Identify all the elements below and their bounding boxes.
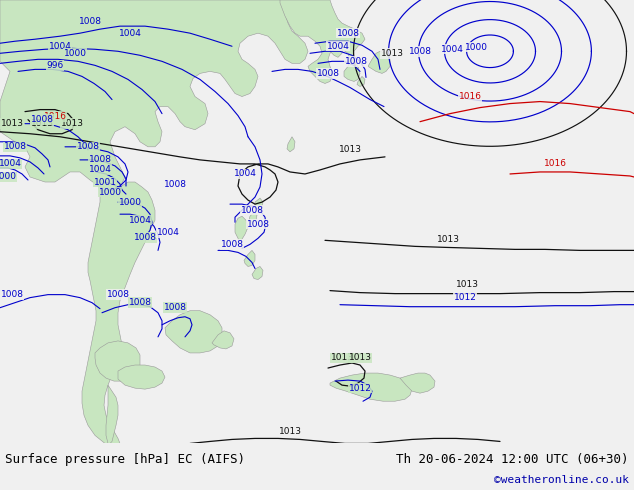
Text: 1008: 1008 (1, 290, 23, 299)
Polygon shape (400, 373, 435, 393)
Text: 1004: 1004 (0, 159, 22, 169)
Polygon shape (212, 331, 234, 349)
Text: 1013: 1013 (380, 49, 403, 58)
Text: 1008: 1008 (164, 303, 186, 312)
Text: 1008: 1008 (221, 240, 243, 249)
Text: 1008: 1008 (30, 115, 53, 124)
Text: 1008: 1008 (316, 69, 339, 78)
Text: Surface pressure [hPa] EC (AIFS): Surface pressure [hPa] EC (AIFS) (5, 453, 245, 466)
Text: 1008: 1008 (107, 290, 129, 299)
Text: 1016: 1016 (44, 112, 67, 121)
Text: 1008: 1008 (164, 179, 186, 189)
Text: 1008: 1008 (337, 29, 359, 38)
Text: 1016: 1016 (458, 92, 481, 101)
Polygon shape (255, 198, 263, 209)
Polygon shape (330, 41, 343, 57)
Polygon shape (368, 51, 390, 74)
Text: 1013: 1013 (278, 427, 302, 436)
Text: 1013: 1013 (1, 119, 23, 128)
Text: 1012: 1012 (453, 293, 476, 302)
Polygon shape (0, 0, 308, 190)
Polygon shape (82, 182, 155, 443)
Text: 1001: 1001 (93, 177, 117, 187)
Text: 1008: 1008 (129, 298, 152, 307)
Text: 1004: 1004 (233, 170, 256, 178)
Polygon shape (280, 0, 365, 83)
Text: 1000: 1000 (465, 43, 488, 52)
Text: 1012: 1012 (349, 384, 372, 392)
Text: 1008: 1008 (4, 142, 27, 151)
Text: 996: 996 (46, 61, 63, 70)
Text: 1004: 1004 (441, 45, 463, 54)
Text: 1008: 1008 (89, 155, 112, 164)
Text: 1004: 1004 (119, 29, 141, 38)
Text: 1013: 1013 (339, 146, 361, 154)
Text: 1004: 1004 (327, 42, 349, 51)
Polygon shape (106, 385, 118, 443)
Polygon shape (244, 250, 255, 267)
Text: 1008: 1008 (77, 142, 100, 151)
Text: 1004: 1004 (129, 216, 152, 225)
Text: 1000: 1000 (63, 49, 86, 58)
Polygon shape (357, 76, 365, 86)
Polygon shape (249, 212, 257, 222)
Text: 1004: 1004 (49, 42, 72, 51)
Text: 1008: 1008 (240, 206, 264, 215)
Text: 1000: 1000 (0, 172, 16, 181)
Text: ©weatheronline.co.uk: ©weatheronline.co.uk (494, 475, 629, 485)
Polygon shape (95, 341, 140, 381)
Polygon shape (287, 137, 295, 152)
Text: 1013: 1013 (330, 353, 354, 363)
Text: 1008: 1008 (408, 47, 432, 56)
Text: 1008: 1008 (247, 220, 269, 229)
Polygon shape (165, 311, 222, 353)
Text: 1016: 1016 (543, 159, 567, 169)
Text: 1004: 1004 (89, 166, 112, 174)
Text: 1008: 1008 (134, 233, 157, 242)
Text: 1008: 1008 (79, 17, 101, 25)
Text: 1013: 1013 (349, 353, 372, 363)
Polygon shape (118, 365, 165, 389)
Text: 1013: 1013 (455, 280, 479, 289)
Text: 1013: 1013 (60, 119, 84, 128)
Text: 1013: 1013 (30, 119, 53, 128)
Polygon shape (330, 373, 412, 401)
Polygon shape (252, 267, 263, 279)
Text: 1000: 1000 (98, 188, 122, 196)
Text: 1013: 1013 (436, 235, 460, 244)
Text: Th 20-06-2024 12:00 UTC (06+30): Th 20-06-2024 12:00 UTC (06+30) (396, 453, 629, 466)
Polygon shape (235, 216, 248, 243)
Text: 1004: 1004 (157, 228, 179, 237)
Text: 1008: 1008 (344, 57, 368, 66)
Text: 1000: 1000 (119, 197, 141, 207)
